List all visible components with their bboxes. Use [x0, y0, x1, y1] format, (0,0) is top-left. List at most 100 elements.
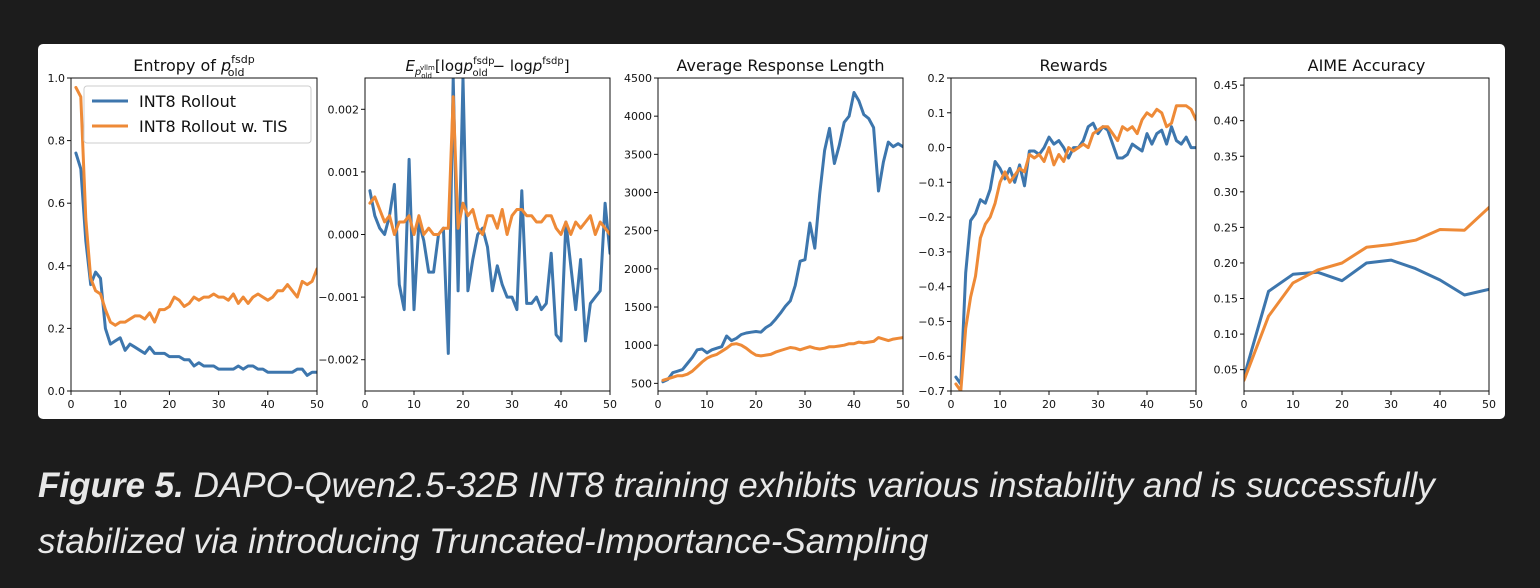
legend: INT8 Rollout INT8 Rollout w. TIS	[83, 85, 312, 144]
charts-svg: 0 10 20 30 40 50 0.0 0.2 0.4 0.6 0.8 1.0 Entropy of …	[48, 53, 1497, 411]
y-tick-label: 0.4	[48, 260, 66, 273]
y-tick-label: 0.30	[1214, 186, 1239, 199]
y-tick-label: 0.001	[328, 166, 360, 179]
y-tick-label: 0.6	[48, 197, 66, 210]
x-tick-label: 40	[554, 398, 568, 411]
chart-4: 0 10 20 30 40 50 −0.7 −0.6 −0.5 −0.4 −0.3 −0.2 −0.1 0…	[918, 56, 1203, 411]
x-tick-label: 0	[362, 398, 369, 411]
y-tick-label: −0.2	[918, 211, 945, 224]
plot-frame	[1243, 77, 1490, 392]
series-line-int8-rollout-tis	[74, 85, 317, 327]
x-tick-label: 40	[261, 398, 275, 411]
series-line-int8-rollout-tis	[661, 336, 903, 382]
series-line-int8-rollout-tis	[954, 104, 1196, 391]
y-tick-label: −0.001	[318, 291, 359, 304]
chart-5: 0 10 20 30 40 50 0.05 0.10 0.15 0.20 0.25 0.30 0.35 0…	[1214, 56, 1497, 411]
y-tick-label: 0.20	[1214, 257, 1239, 270]
y-tick-label: 2500	[624, 225, 652, 238]
legend-label: INT8 Rollout	[139, 92, 236, 111]
x-tick-label: 30	[505, 398, 519, 411]
y-tick-label: 1500	[624, 301, 652, 314]
y-tick-label: −0.6	[918, 350, 945, 363]
x-tick-label: 0	[68, 398, 75, 411]
x-tick-label: 50	[1189, 398, 1203, 411]
x-tick-label: 10	[1286, 398, 1300, 411]
y-tick-label: −0.5	[918, 315, 945, 328]
series-line-int8-rollout	[1244, 258, 1489, 379]
x-tick-label: 40	[1140, 398, 1154, 411]
caption-text: DAPO-Qwen2.5-32B INT8 training exhibits …	[38, 466, 1435, 561]
top-edge	[0, 0, 1540, 2]
x-tick-label: 30	[212, 398, 226, 411]
x-tick-label: 10	[700, 398, 714, 411]
y-tick-label: 0.40	[1214, 115, 1239, 128]
y-tick-label: 0.0	[48, 385, 66, 398]
y-tick-label: 0.15	[1214, 293, 1239, 306]
x-tick-label: 50	[1482, 398, 1496, 411]
x-tick-label: 50	[310, 398, 324, 411]
plot-frame	[70, 77, 318, 392]
y-tick-label: 500	[631, 377, 652, 390]
y-tick-label: 0.1	[928, 107, 946, 120]
series-line-int8-rollout-tis	[368, 95, 610, 236]
x-tick-label: 40	[847, 398, 861, 411]
chart-2: 0 10 20 30 40 50 −0.002 −0.001 0.000 0.001 0.002 Ep…	[318, 56, 617, 411]
plot-frame	[657, 77, 904, 392]
series-line-int8-rollout-tis	[1244, 206, 1489, 382]
y-tick-label: −0.4	[918, 281, 945, 294]
x-tick-label: 20	[1042, 398, 1056, 411]
legend-box	[83, 85, 312, 144]
chart-title: Rewards	[1040, 56, 1108, 75]
caption-label: Figure 5.	[38, 466, 184, 505]
y-tick-label: 0.25	[1214, 221, 1239, 234]
y-tick-label: −0.7	[918, 385, 945, 398]
plot-frame	[364, 77, 611, 392]
y-tick-label: 3000	[624, 187, 652, 200]
x-tick-label: 40	[1433, 398, 1447, 411]
y-tick-label: 0.002	[328, 103, 360, 116]
y-tick-label: 3500	[624, 148, 652, 161]
series-line-int8-rollout	[74, 151, 317, 377]
y-tick-label: 0.2	[928, 72, 946, 85]
y-tick-label: 0.35	[1214, 150, 1239, 163]
y-tick-label: 1000	[624, 339, 652, 352]
legend-label: INT8 Rollout w. TIS	[139, 117, 288, 136]
figure-caption: Figure 5. DAPO-Qwen2.5-32B INT8 training…	[38, 458, 1498, 570]
y-tick-label: 0.8	[48, 135, 66, 148]
y-tick-label: 0.000	[328, 229, 360, 242]
chart-3: 0 10 20 30 40 50 500 1000 1500 2000 2500 3000 3500 40…	[624, 56, 910, 411]
y-tick-label: −0.1	[918, 176, 945, 189]
series-line-int8-rollout	[368, 78, 610, 355]
y-tick-label: 4000	[624, 110, 652, 123]
x-tick-label: 0	[948, 398, 955, 411]
y-tick-label: 1.0	[48, 72, 66, 85]
y-tick-label: −0.3	[918, 246, 945, 259]
chart-1: 0 10 20 30 40 50 0.0 0.2 0.4 0.6 0.8 1.0 Entropy of …	[48, 53, 325, 411]
x-tick-label: 20	[456, 398, 470, 411]
x-tick-label: 30	[1384, 398, 1398, 411]
figure-panel: 0 10 20 30 40 50 0.0 0.2 0.4 0.6 0.8 1.0 Entropy of …	[38, 44, 1505, 419]
x-tick-label: 10	[993, 398, 1007, 411]
y-tick-label: 0.45	[1214, 79, 1239, 92]
y-tick-label: 2000	[624, 263, 652, 276]
y-tick-label: 0.0	[928, 142, 946, 155]
chart-title: Average Response Length	[677, 56, 885, 75]
x-tick-label: 30	[798, 398, 812, 411]
x-tick-label: 10	[407, 398, 421, 411]
y-tick-label: 0.05	[1214, 364, 1239, 377]
x-tick-label: 20	[749, 398, 763, 411]
x-tick-label: 50	[896, 398, 910, 411]
y-tick-label: 0.10	[1214, 328, 1239, 341]
chart-title: AIME Accuracy	[1308, 56, 1426, 75]
x-tick-label: 20	[162, 398, 176, 411]
y-tick-label: 0.2	[48, 322, 66, 335]
chart-title: Entropy of pfsdp old	[133, 53, 255, 79]
chart-title: Epoldvllm[logpfsdp old − logpfsdp]	[405, 56, 569, 80]
y-tick-label: −0.002	[318, 354, 359, 367]
x-tick-label: 0	[655, 398, 662, 411]
y-tick-label: 4500	[624, 72, 652, 85]
x-tick-label: 10	[113, 398, 127, 411]
x-tick-label: 50	[603, 398, 617, 411]
series-line-int8-rollout	[661, 91, 903, 384]
x-tick-label: 0	[1241, 398, 1248, 411]
